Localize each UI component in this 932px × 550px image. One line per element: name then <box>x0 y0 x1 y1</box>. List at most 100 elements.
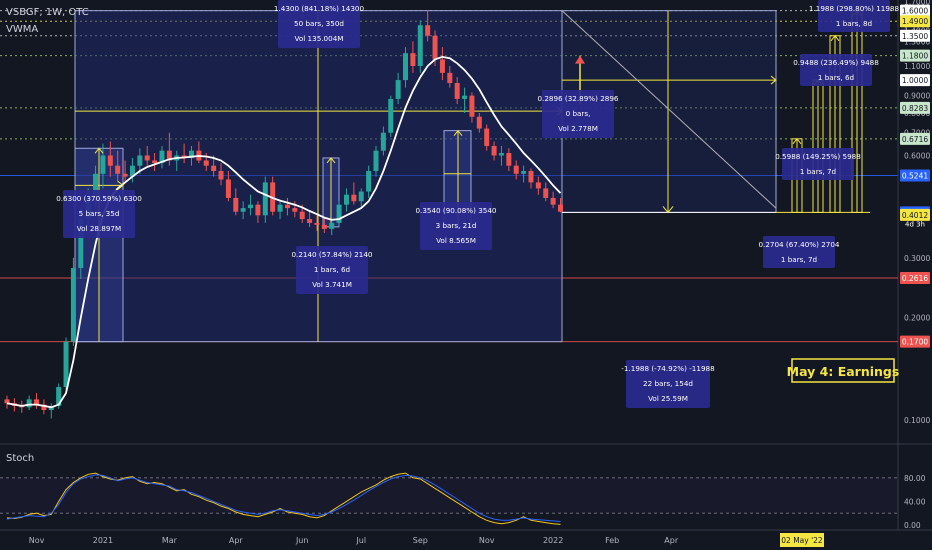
measure-label-m3: 0.2140 (57.84%) 2140 1 bars, 6d Vol 3.741M <box>291 246 373 294</box>
earnings-label-box <box>791 358 895 383</box>
candle-body <box>78 219 84 268</box>
candle-body <box>262 182 268 216</box>
candle-body <box>439 59 445 73</box>
candle-body <box>63 341 69 388</box>
candle-body <box>56 387 62 406</box>
candle-body <box>292 208 298 212</box>
candle-body <box>189 150 194 158</box>
measure-label-text: 0.9488 (236.49%) 9488 <box>793 58 879 67</box>
price-tag-bg <box>900 49 930 62</box>
candle-body <box>469 95 475 117</box>
measure-label-text: 0.2704 (67.40%) 2704 <box>758 240 839 249</box>
candle-body <box>41 404 47 411</box>
measure-label-bg <box>763 236 835 268</box>
candle-body <box>491 145 497 156</box>
candle-body <box>462 95 468 99</box>
candle-body <box>329 222 335 229</box>
price-tag-label: 1.3500 <box>902 32 928 41</box>
measure-label-text: 1 bars, 7d <box>800 167 836 176</box>
candle-body <box>380 132 386 151</box>
countdown-label: 4d 3h <box>905 220 925 228</box>
price-tag-label: 0.1700 <box>902 338 928 347</box>
y-tick-label: 0.3000 <box>904 254 930 263</box>
candle-body <box>159 150 165 164</box>
measure-label-text: Vol 2.778M <box>558 124 598 133</box>
price-tag-bg <box>900 29 930 42</box>
arrow-up-icon-head <box>792 138 802 145</box>
candle-body <box>211 165 217 172</box>
candle-body <box>307 219 313 223</box>
candle-body <box>122 173 128 177</box>
x-highlight-label: 02 May '22 <box>781 536 823 545</box>
measure-label-text: 1.4300 (841.18%) 14300 <box>274 4 365 13</box>
measure-label-text: Vol 28.897M <box>77 224 121 233</box>
candle-body <box>403 53 409 81</box>
measure-label-m10: 0.2704 (67.40%) 2704 1 bars, 7d <box>758 236 840 268</box>
measure-label-bg <box>800 54 872 86</box>
measure-label-m2: 0.6300 (370.59%) 6300 5 bars, 35d Vol 28.8… <box>56 190 142 238</box>
measure-label-text: -1.1988 (-74.92%) -11988 <box>621 364 715 373</box>
candle-body <box>93 173 99 198</box>
candle-body <box>388 98 394 133</box>
price-tag-label: 1.1800 <box>902 52 928 61</box>
candle-body <box>476 116 482 129</box>
y-tick-label: 1.7000 <box>904 0 930 7</box>
arrow-right-icon <box>770 75 777 85</box>
measure-label-text: 1 bars, 7d <box>781 255 817 264</box>
indicator-label-stoch[interactable]: Stoch <box>6 453 35 464</box>
candle-body <box>34 399 40 405</box>
measure-label-text: Vol 3.741M <box>312 280 352 289</box>
measure-label-text: 0.2140 (57.84%) 2140 <box>291 250 372 259</box>
price-tag-label: 1.0000 <box>902 76 928 85</box>
x-tick-label: Apr <box>664 536 679 545</box>
measure-label-bg <box>420 202 492 250</box>
measure-label-text: 5 bars, 35d <box>79 209 120 218</box>
x-tick-label: Sep <box>413 536 428 545</box>
measure-label-m7: 1.1988 (298.80%) 11988 1 bars, 8d <box>809 0 900 32</box>
stoch-axis-label: 40.00 <box>904 497 926 506</box>
candle-body <box>107 155 113 166</box>
candle-body <box>366 171 372 192</box>
measure-label-text: 0.2896 (32.89%) 2896 <box>537 94 618 103</box>
candle-body <box>299 211 305 220</box>
measure-label-text: 0 bars, <box>566 109 591 118</box>
price-tag-label: 0.6716 <box>902 135 928 144</box>
measure-label-bg <box>63 190 135 238</box>
measure-label-text: 0.3540 (90.08%) 3540 <box>415 206 496 215</box>
measure-label-text: 0.5988 (149.25%) 5988 <box>775 152 861 161</box>
indicator-label-vwma[interactable]: VWMA <box>6 24 39 35</box>
price-tag-label: 0.5241 <box>902 171 928 180</box>
candle-body <box>484 128 490 146</box>
symbol-title[interactable]: VSBGF, 1W, OTC <box>6 7 89 18</box>
candle-body <box>410 53 416 66</box>
candle-body <box>248 204 254 209</box>
candle-body <box>203 160 209 166</box>
measure-label-bg <box>542 90 614 138</box>
candle-body <box>115 165 121 174</box>
candle-body <box>358 191 364 202</box>
candle-body <box>144 155 150 161</box>
x-tick-label: Nov <box>479 536 495 545</box>
price-tag-bg <box>900 208 930 221</box>
arrow-up-icon-head <box>326 157 336 164</box>
measure-label-text: Vol 8.565M <box>436 236 476 245</box>
arrow-up-icon-head <box>94 147 104 154</box>
price-tag-bg <box>900 15 930 28</box>
measure-label-text: Vol 25.59M <box>648 394 688 403</box>
measure-label-text: 1 bars, 6d <box>818 73 854 82</box>
candle-body <box>543 188 549 198</box>
candle-body <box>277 204 283 212</box>
x-tick-label: Feb <box>605 536 619 545</box>
x-tick-label: Nov <box>29 536 45 545</box>
measure-label-m4: 0.3540 (90.08%) 3540 3 bars, 21d Vol 8.565… <box>415 202 497 250</box>
measure-label-m9: 0.5988 (149.25%) 5988 1 bars, 7d <box>775 148 861 180</box>
candle-body <box>225 179 231 198</box>
candle-body <box>506 153 512 166</box>
candle-body <box>528 171 534 183</box>
candle-body <box>218 171 224 180</box>
measure-label-m8: 0.9488 (236.49%) 9488 1 bars, 6d <box>793 54 879 86</box>
arrow-down-icon <box>662 206 674 214</box>
measure-label-text: 1.1988 (298.80%) 11988 <box>809 4 900 13</box>
